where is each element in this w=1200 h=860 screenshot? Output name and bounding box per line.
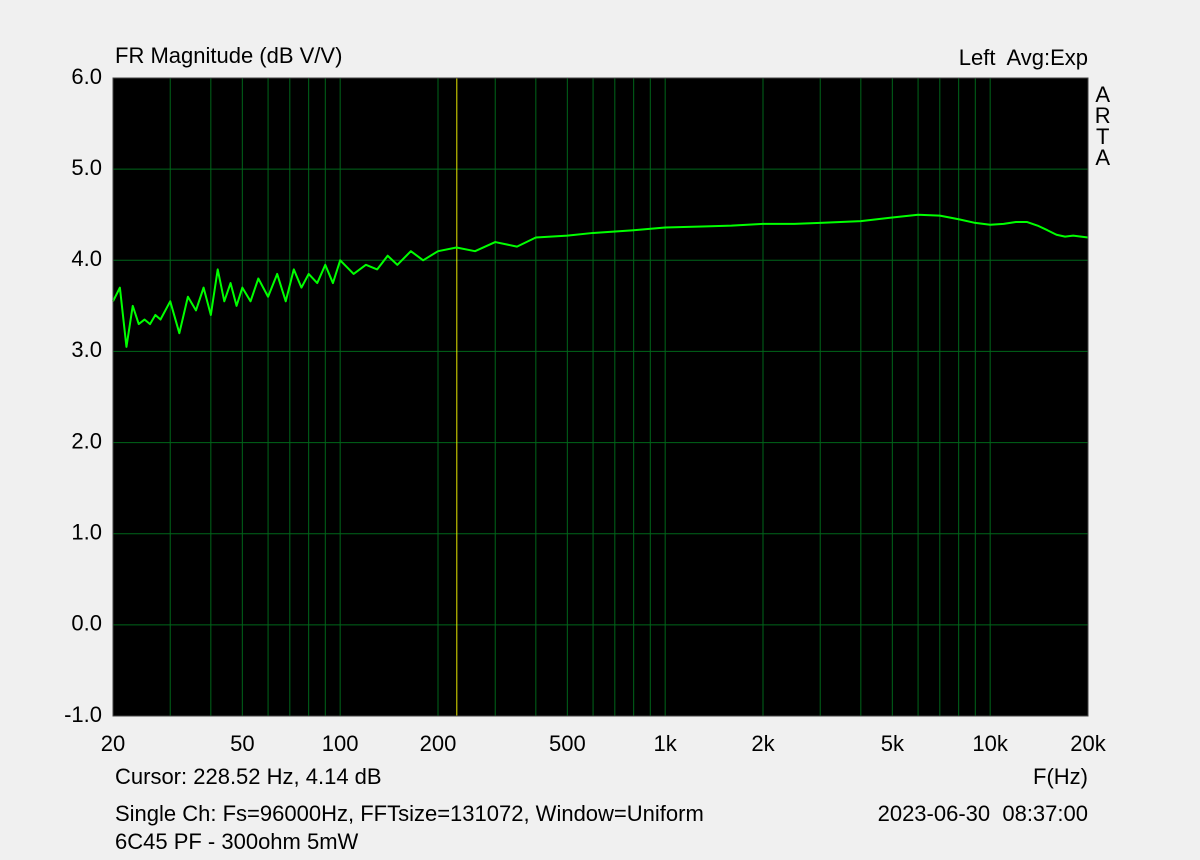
- x-tick-label: 10k: [972, 731, 1008, 756]
- y-tick-label: 4.0: [71, 246, 102, 271]
- settings: Single Ch: Fs=96000Hz, FFTsize=131072, W…: [115, 801, 704, 826]
- x-tick-label: 2k: [751, 731, 775, 756]
- plot-area: [113, 78, 1088, 716]
- cursor-readout: Cursor: 228.52 Hz, 4.14 dB: [115, 764, 382, 789]
- description: 6C45 PF - 300ohm 5mW: [115, 829, 359, 854]
- fr-line: [112, 213, 1089, 348]
- chart-title: FR Magnitude (dB V/V): [115, 43, 342, 68]
- channel-label: Left Avg:Exp: [959, 45, 1088, 70]
- x-axis-label: F(Hz): [1033, 764, 1088, 789]
- x-tick-label: 100: [322, 731, 359, 756]
- timestamp: 2023-06-30 08:37:00: [878, 801, 1088, 826]
- x-tick-label: 500: [549, 731, 586, 756]
- ticks: -1.0 0.0 1.0 2.0 3.0 4.0 5.0 6.0 20 50 100 200 500 1k…: [64, 64, 1107, 756]
- y-tick-label: 0.0: [71, 611, 102, 636]
- x-tick-label: 5k: [881, 731, 905, 756]
- grid: [112, 77, 1089, 717]
- y-tick-label: 2.0: [71, 428, 102, 453]
- x-tick-label: 20k: [1070, 731, 1106, 756]
- y-tick-label: 3.0: [71, 337, 102, 362]
- y-tick-label: 6.0: [71, 64, 102, 89]
- x-tick-label: 200: [420, 731, 457, 756]
- plot-border: [112, 77, 1089, 717]
- brand: ARTA: [1090, 82, 1115, 166]
- x-tick-label: 50: [230, 731, 254, 756]
- marks: [112, 78, 1089, 716]
- y-tick-label: 5.0: [71, 155, 102, 180]
- y-tick-label: 1.0: [71, 520, 102, 545]
- x-tick-label: 20: [101, 731, 125, 756]
- x-tick-label: 1k: [654, 731, 678, 756]
- y-tick-label: -1.0: [64, 702, 102, 727]
